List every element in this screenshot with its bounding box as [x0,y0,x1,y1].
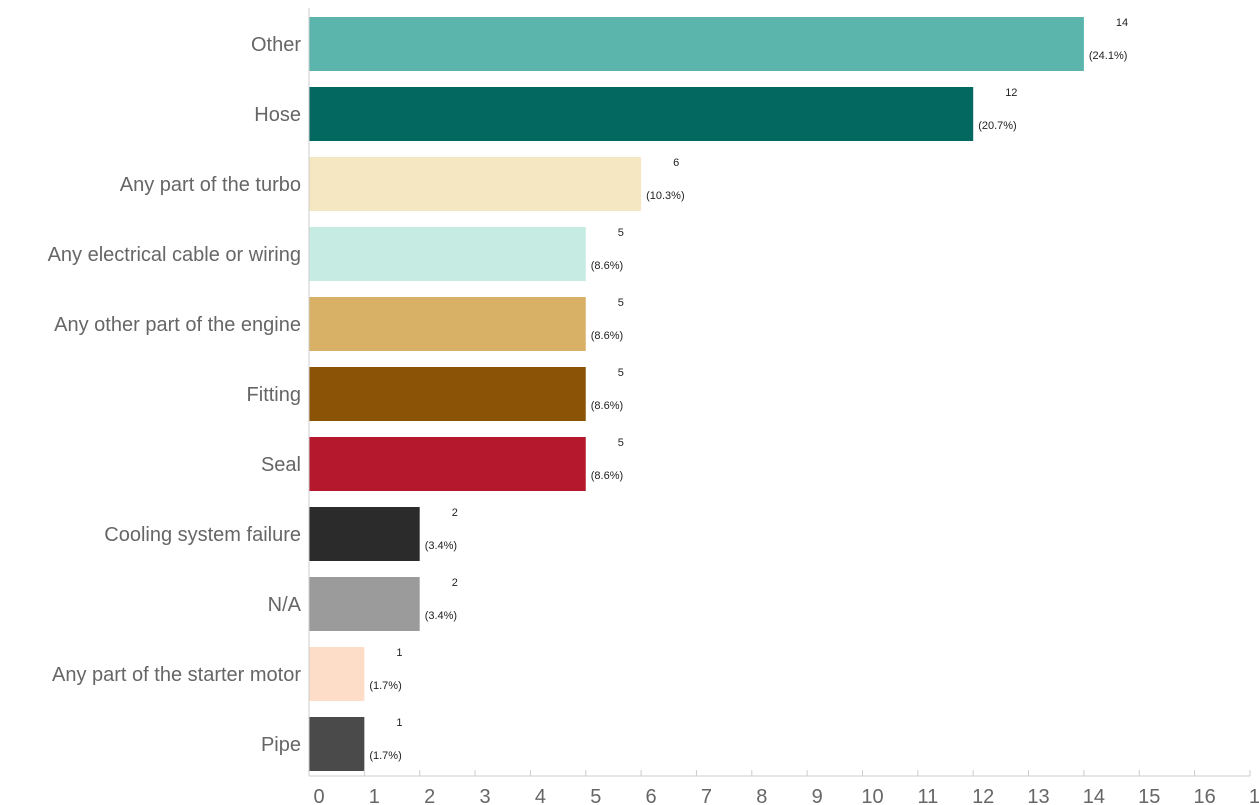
category-label-any-part-of-the-starter-motor: Any part of the starter motor [52,664,301,686]
percent-label-n-a: (3.4%) [425,610,457,622]
percent-label-seal: (8.6%) [591,470,623,482]
x-tick-label-7: 7 [701,786,712,805]
value-label-pipe: 1 [396,717,402,729]
x-axis-ticks: 01234567891011121314151617 [308,770,1259,805]
category-label-any-part-of-the-turbo: Any part of the turbo [120,174,301,196]
bar-other [309,17,1084,71]
value-label-any-electrical-cable-or-wiring: 5 [618,227,624,239]
bar-any-part-of-the-starter-motor [309,647,365,701]
x-tick-label-5: 5 [590,786,601,805]
percent-label-fitting: (8.6%) [591,400,623,412]
x-tick-label-1: 1 [369,786,380,805]
percent-label-any-electrical-cable-or-wiring: (8.6%) [591,260,623,272]
value-label-seal: 5 [618,437,624,449]
bar-hose [309,87,974,141]
x-tick-label-12: 12 [972,786,994,805]
value-label-any-other-part-of-the-engine: 5 [618,297,624,309]
percent-label-any-other-part-of-the-engine: (8.6%) [591,330,623,342]
x-tick-label-6: 6 [646,786,657,805]
category-label-any-other-part-of-the-engine: Any other part of the engine [54,314,301,336]
value-label-any-part-of-the-turbo: 6 [673,157,679,169]
category-label-other: Other [251,34,301,56]
x-tick-label-4: 4 [535,786,546,805]
x-tick-label-2: 2 [424,786,435,805]
category-label-fitting: Fitting [247,384,301,406]
value-label-fitting: 5 [618,367,624,379]
bar-pipe [309,717,365,771]
bar-any-electrical-cable-or-wiring [309,227,586,281]
x-tick-label-17: 17 [1249,786,1259,805]
value-label-other: 14 [1116,17,1128,29]
percent-label-any-part-of-the-starter-motor: (1.7%) [369,680,401,692]
x-tick-label-11: 11 [917,786,938,805]
percent-label-pipe: (1.7%) [369,750,401,762]
bars-layer [309,17,1084,771]
bar-any-other-part-of-the-engine [309,297,586,351]
percent-label-any-part-of-the-turbo: (10.3%) [646,190,685,202]
value-label-n-a: 2 [452,577,458,589]
x-tick-label-0: 0 [313,786,324,805]
bar-fitting [309,367,586,421]
x-tick-label-14: 14 [1083,786,1105,805]
value-label-cooling-system-failure: 2 [452,507,458,519]
category-label-pipe: Pipe [261,734,301,756]
x-tick-label-13: 13 [1027,786,1049,805]
x-tick-label-15: 15 [1138,786,1160,805]
bar-cooling-system-failure [309,507,420,561]
percent-label-hose: (20.7%) [978,120,1017,132]
category-label-n-a: N/A [268,594,302,616]
category-label-seal: Seal [261,454,301,476]
category-label-hose: Hose [254,104,301,126]
bar-seal [309,437,586,491]
percent-label-other: (24.1%) [1089,50,1128,62]
value-label-any-part-of-the-starter-motor: 1 [396,647,402,659]
x-tick-label-3: 3 [479,786,490,805]
x-tick-label-10: 10 [861,786,883,805]
bar-any-part-of-the-turbo [309,157,642,211]
percent-label-cooling-system-failure: (3.4%) [425,540,457,552]
category-label-any-electrical-cable-or-wiring: Any electrical cable or wiring [48,244,301,266]
x-tick-label-16: 16 [1193,786,1215,805]
x-tick-label-8: 8 [756,786,767,805]
category-label-cooling-system-failure: Cooling system failure [104,524,301,546]
x-tick-label-9: 9 [812,786,823,805]
bar-n-a [309,577,420,631]
value-label-hose: 12 [1005,87,1017,99]
